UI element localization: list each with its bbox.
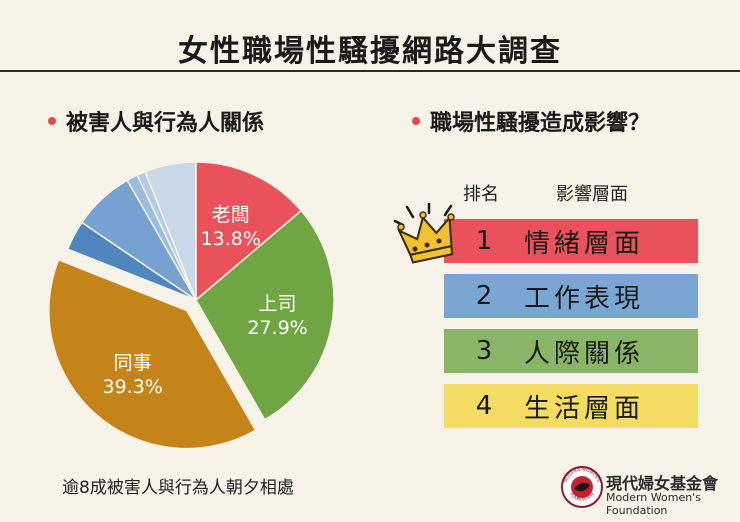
pie-label-0: 老闆 <box>212 204 250 226</box>
crown-icon <box>393 203 455 264</box>
bullet-dot <box>48 117 56 125</box>
page-title: 女性職場性騷擾網路大調查 <box>178 34 562 69</box>
footer-note: 逾8成被害人與行為人朝夕相處 <box>62 478 294 498</box>
rank-number: 1 <box>475 226 493 256</box>
left-section-heading-text: 被害人與行為人關係 <box>66 111 265 136</box>
pie-label-2: 同事 <box>114 352 152 374</box>
ranking-row-3: 3 人際關係 <box>444 329 698 373</box>
pie-slice-1 <box>195 209 335 421</box>
pie-value-label-2: 39.3% <box>102 376 162 398</box>
pie-slice-0 <box>195 161 303 302</box>
bullet-dot <box>412 117 420 125</box>
rank-label: 人際關係 <box>524 338 645 369</box>
title-divider <box>0 70 740 72</box>
foundation-english-name: Modern Women's Foundation <box>606 491 701 517</box>
foundation-logo-icon: MODERN WOMEN'S FOUNDATION <box>561 466 603 508</box>
pie-value-label-0: 13.8% <box>201 228 261 250</box>
rank-number: 4 <box>475 391 493 421</box>
rank-number: 2 <box>475 281 493 311</box>
pie-label-1: 上司 <box>259 293 297 315</box>
ranking-row-4: 4 生活層面 <box>444 384 698 428</box>
column-header-rank: 排名 <box>463 184 499 205</box>
rank-label: 工作表現 <box>524 283 645 314</box>
column-header-impact: 影響層面 <box>556 184 628 205</box>
rank-number: 3 <box>475 336 493 366</box>
logo-ring-bottom-text: FOUNDATION <box>569 492 595 502</box>
rank-label: 情緒層面 <box>524 228 645 259</box>
svg-text:FOUNDATION: FOUNDATION <box>569 492 595 502</box>
left-section-heading: 被害人與行為人關係 <box>48 105 264 137</box>
ranking-row-1: 1 情緒層面 <box>444 219 698 263</box>
foundation-name: 現代婦女基金會 <box>606 474 719 493</box>
ranking-row-2: 2 工作表現 <box>444 274 698 318</box>
pie-value-label-1: 27.9% <box>247 317 307 339</box>
rank-label: 生活層面 <box>524 393 645 424</box>
pie-slice-2 <box>48 258 257 450</box>
right-section-heading-text: 職場性騷擾造成影響？ <box>430 111 651 136</box>
right-section-heading: 職場性騷擾造成影響？ <box>412 105 650 137</box>
pie-slice-7 <box>144 161 197 301</box>
